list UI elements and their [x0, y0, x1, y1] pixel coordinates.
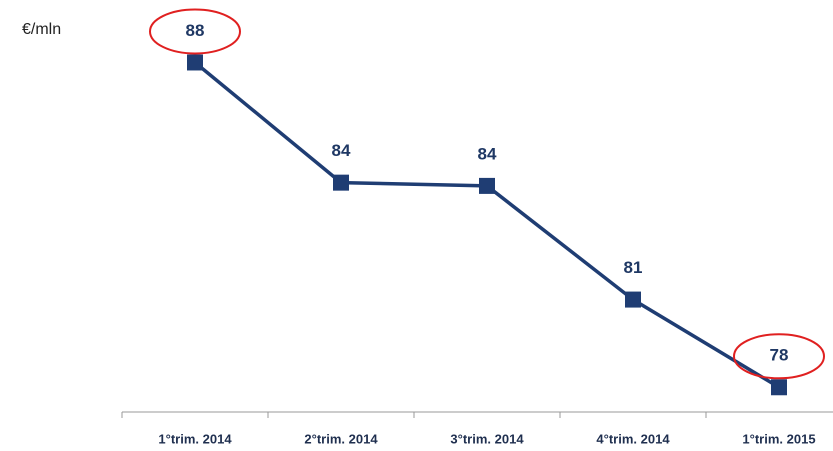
x-tick-label: 1°trim. 2015	[742, 431, 815, 446]
data-label: 84	[478, 144, 497, 163]
data-label: 88	[186, 21, 205, 40]
data-label: 78	[770, 346, 789, 365]
x-tick-label: 3°trim. 2014	[450, 431, 524, 446]
x-tick-label: 4°trim. 2014	[596, 431, 670, 446]
marker	[479, 177, 495, 194]
unit-label: €/mln	[22, 21, 61, 38]
data-label: 84	[332, 141, 351, 160]
data-label: 81	[624, 258, 643, 277]
x-tick-label: 1°trim. 2014	[158, 431, 232, 446]
marker	[625, 291, 641, 308]
x-tick-label: 2°trim. 2014	[304, 431, 378, 446]
marker	[187, 54, 203, 71]
marker	[333, 174, 349, 191]
highlight-ellipse	[149, 8, 241, 55]
highlight-ellipse	[733, 333, 825, 380]
marker	[771, 379, 787, 396]
line	[193, 61, 780, 389]
